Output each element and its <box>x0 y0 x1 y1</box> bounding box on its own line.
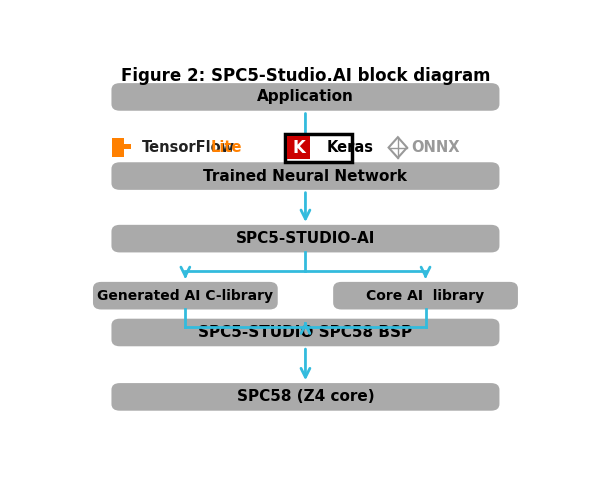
FancyBboxPatch shape <box>285 133 352 162</box>
Text: Trained Neural Network: Trained Neural Network <box>203 169 408 184</box>
FancyBboxPatch shape <box>111 319 499 346</box>
Text: Application: Application <box>257 89 354 104</box>
Text: Core AI  library: Core AI library <box>367 289 485 303</box>
Text: Generated AI C-library: Generated AI C-library <box>97 289 274 303</box>
FancyBboxPatch shape <box>111 225 499 252</box>
Polygon shape <box>113 138 131 157</box>
Text: SPC58 (Z4 core): SPC58 (Z4 core) <box>237 390 374 404</box>
FancyBboxPatch shape <box>287 136 310 159</box>
FancyBboxPatch shape <box>111 162 499 190</box>
Text: ONNX: ONNX <box>412 140 460 155</box>
Text: Lite: Lite <box>211 140 242 155</box>
FancyBboxPatch shape <box>111 383 499 411</box>
Text: Keras: Keras <box>326 140 373 155</box>
Text: SPC5-STUDIO-AI: SPC5-STUDIO-AI <box>236 231 375 246</box>
FancyBboxPatch shape <box>111 83 499 111</box>
FancyBboxPatch shape <box>93 282 278 309</box>
Text: K: K <box>292 139 305 156</box>
Text: SPC5-STUDIO SPC58 BSP: SPC5-STUDIO SPC58 BSP <box>198 325 412 340</box>
Text: Figure 2: SPC5-Studio.AI block diagram: Figure 2: SPC5-Studio.AI block diagram <box>121 66 490 85</box>
Text: TensorFlow: TensorFlow <box>141 140 235 155</box>
FancyBboxPatch shape <box>333 282 518 309</box>
